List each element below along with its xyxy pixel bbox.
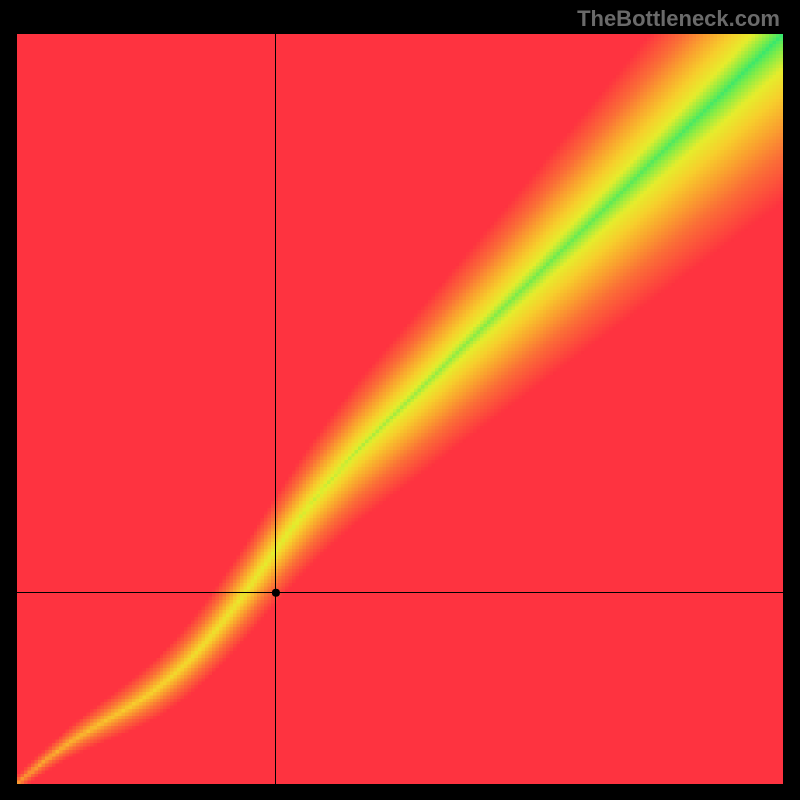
chart-frame: TheBottleneck.com <box>0 0 800 800</box>
plot-area <box>17 34 783 784</box>
attribution-label: TheBottleneck.com <box>577 6 780 32</box>
crosshair-dot <box>17 34 783 784</box>
